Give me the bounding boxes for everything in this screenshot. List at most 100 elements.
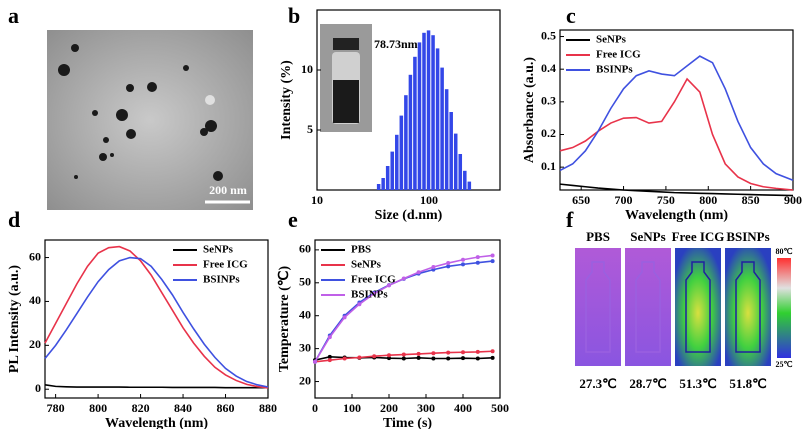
bar [467, 181, 472, 190]
panel-label: d [8, 207, 20, 232]
series-line [314, 260, 493, 363]
series-line [44, 256, 269, 388]
x-tick-label: 880 [259, 401, 277, 415]
point [401, 352, 406, 357]
y-tick-label: 0 [35, 381, 41, 395]
point [431, 351, 436, 356]
vial-outline [635, 261, 661, 353]
point [475, 349, 480, 354]
point [313, 359, 317, 364]
point [446, 356, 451, 361]
sample-temperature: 51.3℃ [679, 376, 716, 391]
legend-label: BSINPs [203, 274, 240, 286]
y-tick-label: 5 [307, 122, 313, 136]
sample-temperature: 27.3℃ [579, 376, 616, 391]
panel-label: a [8, 3, 19, 28]
point [431, 264, 436, 269]
annotation: 78.73nm [374, 37, 418, 51]
thermal-image [725, 248, 771, 366]
vial-outline [585, 261, 611, 353]
x-axis-label: Wavelength (nm) [625, 208, 728, 223]
panel-label: b [288, 3, 300, 28]
point [416, 270, 421, 275]
panel-label: e [288, 207, 298, 232]
bar [463, 170, 467, 190]
vial-inset [320, 24, 372, 132]
series-line [559, 183, 794, 197]
sample-temperature: 28.7℃ [629, 376, 666, 391]
bar [431, 35, 435, 191]
y-tick-label: 10 [301, 62, 313, 76]
legend-label: SeNPs [203, 244, 234, 256]
legend-label: BSINPs [596, 64, 633, 76]
y-tick-label: 0.2 [541, 126, 556, 140]
plot-frame [44, 239, 269, 399]
x-axis-label: Wavelength (nm) [105, 416, 208, 429]
bar [399, 115, 404, 190]
bar [417, 42, 422, 191]
point [401, 276, 406, 281]
legend-label: SeNPs [351, 259, 382, 271]
x-tick-label: 800 [89, 401, 107, 415]
series-line [559, 55, 794, 181]
x-tick-label: 500 [491, 401, 509, 415]
point [327, 358, 332, 363]
point [327, 354, 332, 359]
point [387, 356, 391, 361]
y-tick-label: 50 [299, 275, 311, 289]
x-tick-label: 860 [217, 401, 235, 415]
x-axis-label: Time (s) [383, 416, 432, 429]
sample-name: Free ICG [672, 229, 725, 244]
bar [422, 32, 426, 190]
x-tick-label: 780 [47, 401, 65, 415]
point [461, 262, 465, 267]
point [490, 259, 495, 264]
x-tick-label: 750 [657, 193, 675, 207]
point [357, 302, 362, 307]
vial-outline [735, 261, 761, 353]
bar [390, 151, 395, 190]
scale-bar-label: 200 nm [209, 183, 247, 197]
series-line [44, 384, 268, 389]
point [490, 349, 495, 354]
legend-label: Free ICG [351, 274, 396, 286]
y-axis-label: Intensity (%) [279, 60, 294, 140]
colorbar-max: 80℃ [776, 247, 793, 256]
point [401, 356, 406, 361]
point [431, 356, 436, 361]
bar [413, 56, 417, 190]
y-tick-label: 20 [29, 337, 41, 351]
bar [408, 74, 413, 190]
point [490, 355, 495, 360]
sample-name: PBS [586, 229, 610, 244]
bar [458, 154, 463, 190]
series-line [44, 245, 269, 389]
plot-frame [314, 239, 501, 399]
thermal-image [575, 248, 621, 366]
y-tick-label: 20 [299, 373, 311, 387]
colorbar [777, 258, 791, 358]
y-axis-label: PL Intensity (a.u.) [7, 265, 22, 373]
bar [404, 95, 408, 190]
point [446, 350, 451, 355]
bar [449, 112, 453, 190]
y-axis-label: Temperature (℃) [277, 266, 292, 373]
y-tick-label: 40 [29, 293, 41, 307]
point [446, 261, 451, 266]
plot-frame [559, 29, 794, 191]
tem-image: 200 nm [47, 30, 253, 210]
x-tick-label: 200 [380, 401, 398, 415]
x-tick-label: 850 [742, 193, 760, 207]
x-tick-label: 800 [699, 193, 717, 207]
point [327, 335, 332, 340]
x-axis-label: Size (d.nm) [375, 208, 443, 223]
bar [385, 166, 390, 190]
y-tick-label: 0.3 [541, 94, 556, 108]
panel-label: f [566, 207, 574, 232]
point [416, 355, 421, 360]
y-tick-label: 30 [299, 340, 311, 354]
x-tick-label: 400 [454, 401, 472, 415]
x-tick-label: 10 [311, 193, 323, 207]
point [475, 255, 480, 260]
